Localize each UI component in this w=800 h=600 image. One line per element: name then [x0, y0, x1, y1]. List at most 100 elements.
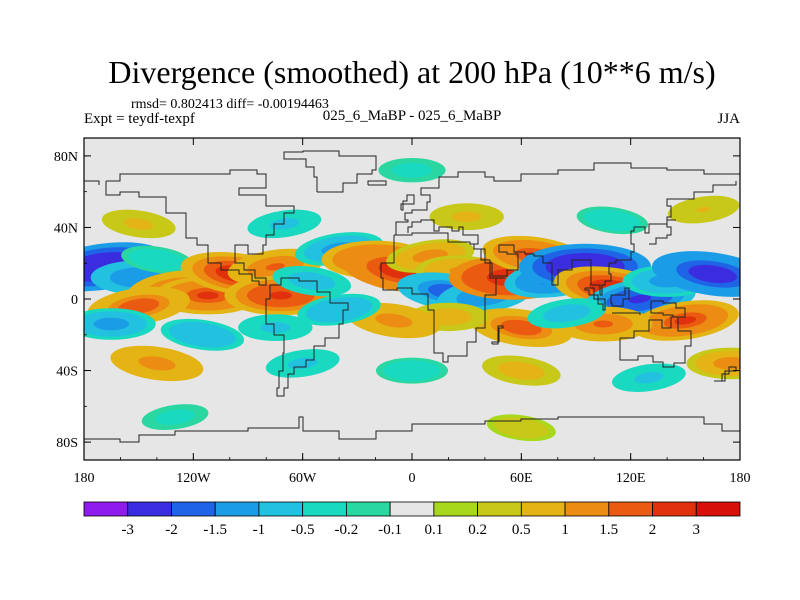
- divergence-feature: [429, 203, 504, 231]
- x-tick-label: 0: [409, 471, 416, 486]
- coastline-layer: [84, 150, 740, 443]
- coastline: [649, 219, 676, 245]
- divergence-feature: [612, 363, 686, 392]
- contour-level: [440, 314, 457, 320]
- coastline: [400, 194, 415, 211]
- coastline: [105, 169, 295, 286]
- x-axis: 180 120W 60W 0 60E 120E 180: [74, 138, 751, 486]
- colorbar-swatch: [302, 501, 347, 517]
- coastline: [491, 325, 504, 345]
- y-tick-label: 40S: [56, 365, 78, 380]
- map-plot-area: [83, 137, 741, 461]
- contour-level: [722, 360, 740, 367]
- coastline: [610, 287, 630, 307]
- contour-level: [197, 291, 219, 300]
- contour-level: [628, 294, 652, 304]
- divergence-feature: [378, 158, 446, 183]
- coastline: [584, 287, 606, 311]
- coastline: [265, 277, 349, 397]
- contour-level: [514, 425, 529, 431]
- x-tick-label: 180: [730, 471, 751, 486]
- divergence-feature: [686, 347, 740, 380]
- colorbar-label: -2: [165, 522, 178, 538]
- coastline: [619, 316, 692, 368]
- coastline: [283, 150, 377, 193]
- contour-level: [593, 320, 614, 328]
- colorbar-label: 1.5: [599, 522, 618, 538]
- contour-level: [131, 221, 147, 227]
- x-tick-label: 120E: [616, 471, 646, 486]
- colorbar-swatch: [345, 501, 391, 517]
- colorbar-label: 0.1: [425, 522, 444, 538]
- x-tick-label: 180: [74, 471, 95, 486]
- colorbar-swatch: [433, 501, 478, 517]
- divergence-feature: [297, 293, 381, 326]
- colorbar-swatch: [564, 501, 610, 517]
- coastline: [394, 162, 740, 236]
- coastline: [380, 232, 505, 363]
- contour-level: [147, 359, 167, 367]
- colorbar: -3 -2 -1.5 -1 -0.5 -0.2 -0.1 0.1 0.2 0.5 1 1.5 2 3: [83, 501, 741, 538]
- coastline: [84, 416, 740, 443]
- divergence-feature: [667, 195, 740, 224]
- colorbar-label: 0.2: [468, 522, 487, 538]
- colorbar-swatch: [214, 501, 260, 517]
- contour-level: [194, 331, 211, 338]
- contour-level: [129, 274, 149, 281]
- center-string: 025_6_MaBP - 025_6_MaBP: [323, 108, 502, 124]
- contour-level: [384, 316, 404, 325]
- contour-level: [459, 214, 475, 220]
- contour-level: [405, 167, 419, 173]
- divergence-feature: [101, 209, 176, 239]
- colorbar-label: -0.1: [378, 522, 402, 538]
- colorbar-swatch: [520, 501, 566, 517]
- coastline: [612, 312, 641, 315]
- contour-level: [102, 320, 121, 328]
- colorbar-swatch: [652, 501, 697, 517]
- colorbar-swatch: [83, 501, 129, 517]
- contour-level: [511, 323, 532, 332]
- colorbar-swatch: [171, 501, 216, 517]
- divergence-feature: [631, 300, 739, 341]
- contour-level: [404, 368, 420, 374]
- contour-level: [641, 374, 657, 381]
- colorbar-label: -0.2: [335, 522, 359, 538]
- divergence-feature: [141, 404, 209, 431]
- colorbar-label: 2: [649, 522, 657, 538]
- colorbar-label: -1.5: [203, 522, 227, 538]
- divergence-feature: [160, 318, 245, 351]
- x-tick-label: 60W: [289, 471, 317, 486]
- contour-level: [605, 217, 620, 224]
- colorbar-swatch: [695, 501, 741, 517]
- divergence-feature: [84, 308, 156, 340]
- contour-level: [128, 302, 149, 311]
- divergence-feature: [110, 345, 204, 382]
- colorbar-label: 1: [561, 522, 569, 538]
- contour-level: [267, 324, 283, 331]
- divergence-feature: [486, 414, 556, 442]
- contour-level: [265, 263, 285, 271]
- divergence-feature: [347, 302, 441, 339]
- contour-level: [674, 316, 697, 325]
- divergence-feature: [576, 206, 649, 235]
- y-tick-label: 40N: [54, 221, 78, 236]
- coastline: [84, 180, 100, 185]
- y-tick-label: 80N: [54, 150, 78, 165]
- x-tick-label: 120W: [176, 471, 211, 486]
- divergence-feature: [238, 314, 313, 341]
- colorbar-swatch: [477, 501, 522, 517]
- season-label: JJA: [717, 111, 740, 127]
- x-tick-label: 60E: [510, 471, 533, 486]
- colorbar-label: -3: [121, 522, 134, 538]
- contour-level: [700, 269, 725, 279]
- colorbar-label: 3: [693, 522, 701, 538]
- contour-level: [696, 206, 711, 213]
- divergence-feature: [652, 251, 740, 297]
- chart-title: Divergence (smoothed) at 200 hPa (10**6 …: [108, 54, 715, 90]
- y-axis: 80N 40N 0 40S 80S: [54, 150, 740, 451]
- coastline: [367, 180, 387, 186]
- experiment-label: Expt = teydf-texpf: [84, 111, 195, 127]
- contour-level: [559, 310, 575, 317]
- contour-level: [149, 256, 165, 263]
